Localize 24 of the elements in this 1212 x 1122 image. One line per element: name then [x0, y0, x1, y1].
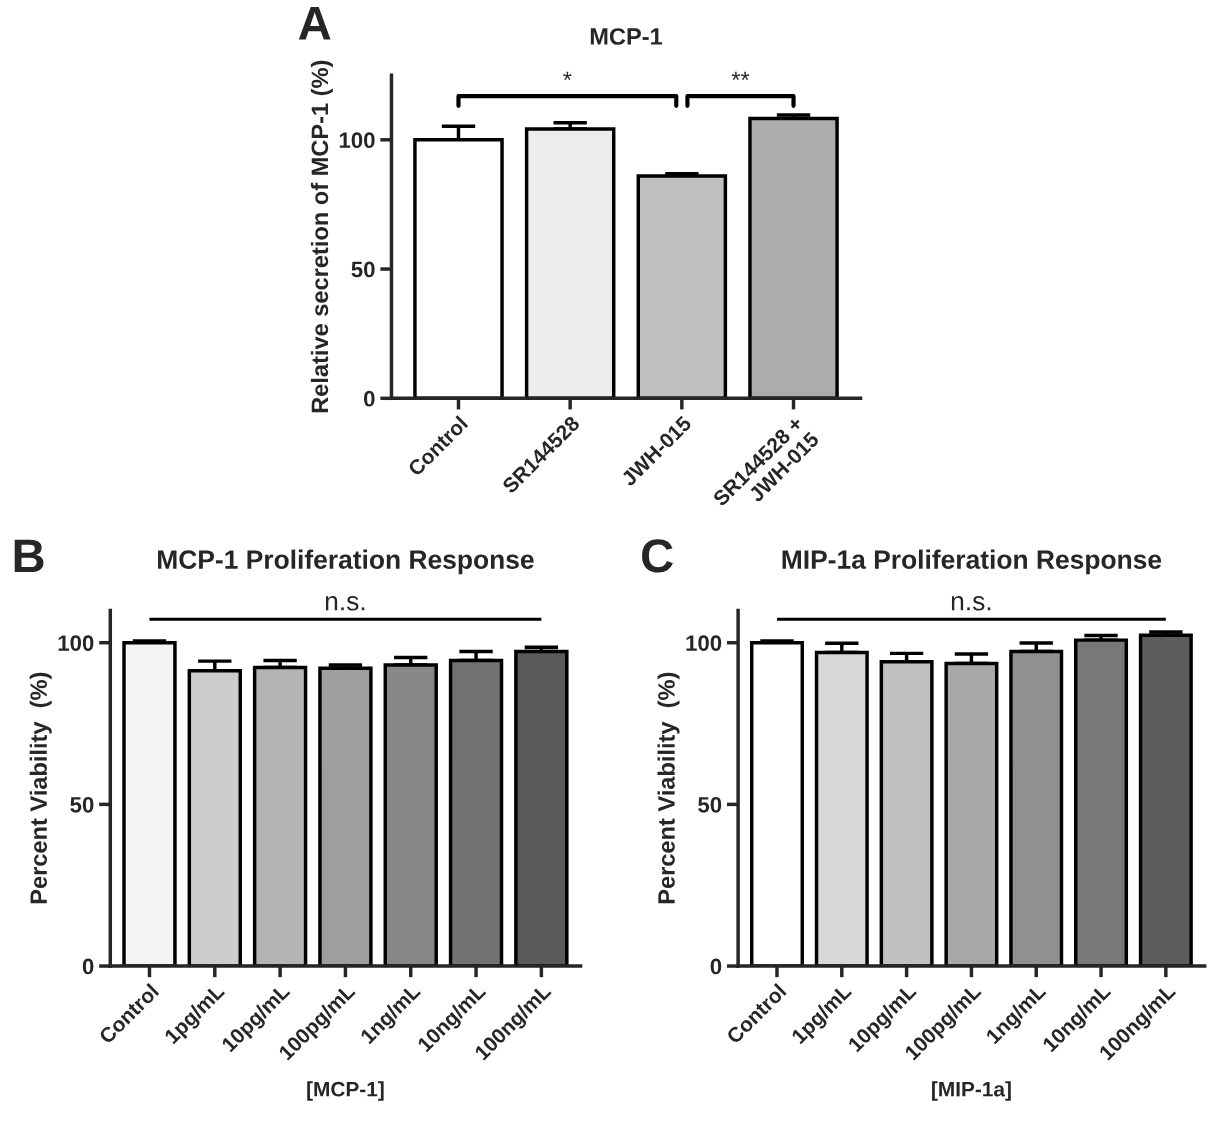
chart-title: MCP-1 Proliferation Response: [158, 549, 534, 575]
y-tick-label: 0: [82, 958, 94, 975]
y-tick-label: 50: [70, 796, 94, 813]
y-axis-title: Relative secretion of MCP-1 (%): [310, 60, 333, 413]
text: A: [298, 7, 331, 40]
y-tick-label: 100: [58, 635, 94, 651]
y-tick-label: 0: [710, 958, 722, 975]
chart-title: MCP-1: [590, 28, 663, 45]
y-tick-label: 100: [339, 132, 375, 149]
y-axis-title: Percent Viability (%): [657, 672, 680, 904]
x-axis-title: [MCP-1]: [307, 1081, 384, 1101]
annotation: *: [563, 71, 572, 81]
y-tick-label: 50: [698, 796, 722, 813]
annotation: n.s.: [325, 596, 365, 611]
annotation: **: [731, 71, 750, 81]
y-tick-label: 0: [364, 390, 375, 407]
text: B: [14, 539, 44, 573]
annotation: n.s.: [951, 596, 991, 611]
chart-title: MIP-1a Proliferation Response: [782, 549, 1162, 575]
x-axis-title: [MIP-1a]: [932, 1081, 1011, 1101]
text: C: [642, 539, 673, 573]
y-tick-label: 100: [686, 635, 722, 651]
y-axis-title: Percent Viability (%): [29, 672, 52, 904]
y-tick-label: 50: [351, 261, 375, 278]
